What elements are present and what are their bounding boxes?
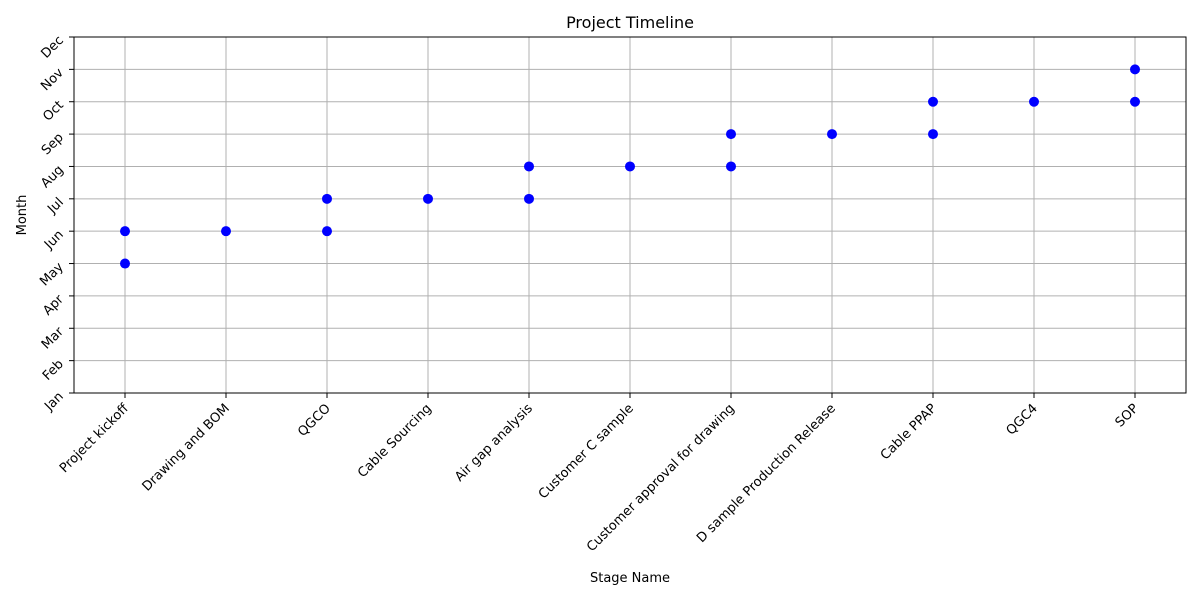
chart-title: Project Timeline [566,13,694,32]
plot-frame [73,36,1187,394]
data-point [322,193,332,204]
data-point [524,161,534,172]
x-tick-label: Drawing and BOM [140,401,233,494]
data-points [120,64,1140,269]
data-point [928,129,938,140]
y-tick-label: Jul [44,195,66,217]
x-tick-label: SOP [1113,401,1142,430]
data-point [120,258,130,269]
x-tick-label: Air gap analysis [452,401,536,485]
data-point [827,129,837,140]
x-axis-label: Stage Name [590,571,670,586]
data-point [322,226,332,237]
y-tick-label: Dec [38,33,66,61]
x-tick-label: Customer C sample [536,401,637,502]
y-tick-label: Oct [40,98,67,125]
data-point [726,161,736,172]
y-tick-label: Feb [40,357,67,384]
grid [74,36,1186,394]
data-point [1029,96,1039,107]
data-point [1130,64,1140,75]
x-tick-label: Cable Sourcing [355,401,435,481]
x-tick-label: QGCO [295,401,334,440]
y-tick-label: Jan [41,389,66,414]
x-tick-label: QGC4 [1004,401,1041,438]
data-point [524,193,534,204]
y-tick-label: Sep [39,130,67,158]
data-point [1130,96,1140,107]
x-tick-label: Cable PPAP [878,401,940,463]
data-point [120,226,130,237]
y-tick-label: Apr [40,292,67,319]
y-tick-label: Mar [39,324,67,352]
y-tick-label: May [37,260,67,290]
y-axis-label: Month [15,195,30,236]
data-point [221,226,231,237]
data-point [423,193,433,204]
y-tick-label: Jun [41,227,67,253]
x-tick-label: Project kickoff [57,400,133,476]
data-point [726,129,736,140]
data-point [625,161,635,172]
y-tick-label: Nov [38,65,67,94]
data-point [928,96,938,107]
y-tick-label: Aug [38,163,67,192]
